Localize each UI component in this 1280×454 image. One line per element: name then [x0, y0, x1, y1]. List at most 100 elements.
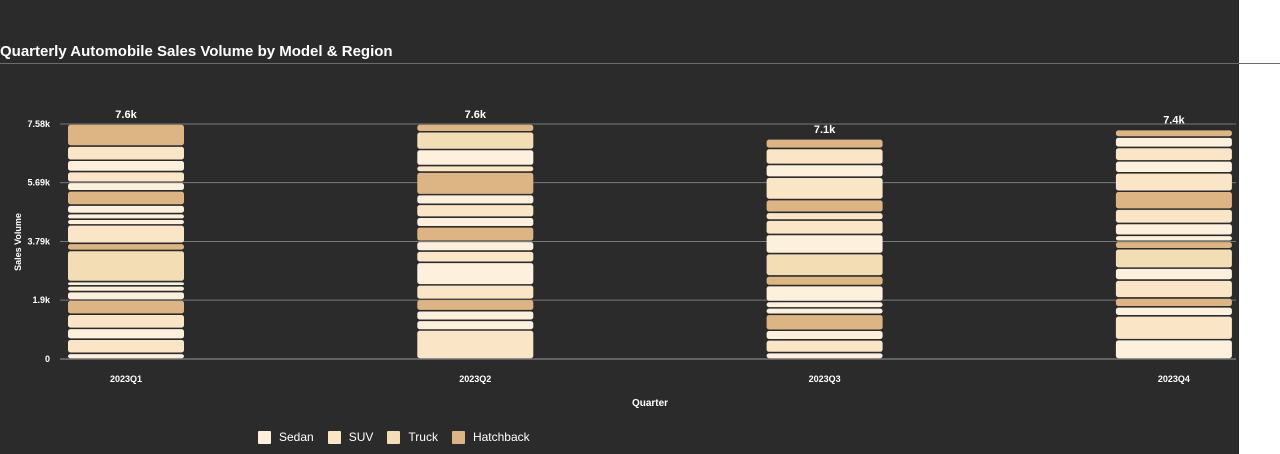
bar-segment-hatchback	[68, 300, 184, 314]
x-tick-label: 2023Q1	[110, 374, 142, 384]
bar-segment-sedan	[1115, 340, 1232, 359]
bar-2023Q1	[68, 124, 184, 359]
bar-segment-sedan	[1115, 161, 1232, 172]
bar-segment-hatchback	[68, 244, 184, 250]
bar-segment-truck	[68, 251, 184, 281]
legend-item-suv[interactable]: SUV	[327, 430, 373, 444]
bar-segment-hatchback	[766, 276, 883, 285]
bar-segment-suv	[68, 225, 184, 243]
bar-segment-suv	[766, 340, 883, 352]
bar-segment-sedan	[417, 242, 534, 251]
bar-segment-sedan	[1115, 236, 1232, 241]
bar-segment-truck	[1115, 249, 1232, 268]
bar-segment-hatchback	[417, 300, 534, 310]
legend-swatch	[327, 430, 341, 444]
bar-2023Q2	[417, 124, 534, 359]
bar-segment-sedan	[68, 286, 184, 291]
bar-segment-sedan	[68, 282, 184, 286]
bar-segment-sedan	[766, 286, 883, 301]
bar-segment-suv	[68, 146, 184, 160]
legend-item-hatchback[interactable]: Hatchback	[451, 430, 530, 444]
bar-segment-sedan	[68, 183, 184, 191]
bar-segment-suv	[766, 178, 883, 199]
bar-segment-suv	[1115, 173, 1232, 191]
bar-segment-sedan	[68, 214, 184, 219]
bar-segment-sedan	[68, 161, 184, 171]
chart-panel: Quarterly Automobile Sales Volume by Mod…	[0, 0, 1239, 454]
bar-segment-suv	[417, 251, 534, 262]
bar-segment-hatchback	[1115, 242, 1232, 248]
bar-segment-suv	[417, 205, 534, 217]
bar-segment-hatchback	[417, 124, 534, 131]
bar-segment-sedan	[417, 195, 534, 204]
bar-segment-hatchback	[417, 172, 534, 194]
legend-label: Truck	[408, 430, 438, 444]
bar-total-label: 7.6k	[465, 109, 487, 121]
bar-segment-sedan	[417, 321, 534, 330]
bar-segment-sedan	[766, 235, 883, 253]
bar-segment-suv	[68, 172, 184, 182]
bar-segment-sedan	[68, 220, 184, 225]
bar-2023Q3	[766, 139, 883, 359]
bar-total-label: 7.1k	[814, 124, 836, 136]
legend-label: Sedan	[279, 430, 314, 444]
legend: Sedan SUV Truck Hatchback	[258, 430, 544, 444]
bar-segment-suv	[1115, 209, 1232, 223]
y-tick-label: 7.58k	[27, 119, 51, 129]
bar-segment-suv	[68, 315, 184, 328]
bars: 7.6k 7.6k 7.1k 7.4k	[68, 109, 1232, 359]
bar-segment-sedan	[1115, 224, 1232, 235]
bar-segment-sedan	[68, 205, 184, 213]
bar-segment-suv	[417, 330, 534, 359]
y-tick-label: 0	[45, 354, 50, 364]
bar-segment-sedan	[766, 165, 883, 177]
bar-segment-suv	[417, 166, 534, 172]
y-axis-ticks: 0 1.9k 3.79k 5.69k 7.58k	[27, 119, 51, 364]
chart-title: Quarterly Automobile Sales Volume by Mod…	[0, 43, 393, 60]
bar-segment-truck	[766, 254, 883, 276]
bar-segment-hatchback	[766, 139, 883, 148]
bar-segment-hatchback	[766, 315, 883, 330]
bar-segment-hatchback	[417, 227, 534, 241]
stacked-bar-chart: 0 1.9k 3.79k 5.69k 7.58k 7.6k 7.6k 7.1k 7.4k 20…	[13, 109, 1236, 409]
x-axis-label: Quarter	[632, 398, 668, 409]
bar-segment-suv	[1115, 148, 1232, 161]
bar-segment-sedan	[766, 308, 883, 314]
y-axis-label: Sales Volume	[13, 213, 23, 271]
legend-item-truck[interactable]: Truck	[387, 430, 438, 444]
x-tick-label: 2023Q3	[809, 374, 841, 384]
bar-total-label: 7.6k	[115, 109, 137, 121]
bar-segment-hatchback	[1115, 130, 1232, 137]
y-tick-label: 5.69k	[27, 178, 51, 188]
legend-label: Hatchback	[472, 430, 530, 444]
legend-swatch	[258, 430, 271, 444]
bar-segment-sedan	[417, 311, 534, 320]
bar-segment-suv	[766, 220, 883, 234]
grid-lines	[60, 123, 1236, 360]
bar-segment-sedan	[1115, 137, 1232, 147]
y-tick-label: 3.79k	[27, 237, 51, 247]
bar-segment-hatchback	[766, 200, 883, 212]
bar-segment-hatchback	[1115, 192, 1232, 209]
x-tick-label: 2023Q2	[459, 374, 491, 384]
bar-segment-sedan	[68, 354, 184, 359]
bar-segment-suv	[417, 285, 534, 299]
bar-segment-sedan	[417, 263, 534, 285]
y-tick-label: 1.9k	[32, 295, 51, 305]
legend-swatch	[387, 430, 401, 444]
bar-segment-sedan	[68, 329, 184, 339]
bar-segment-truck	[417, 132, 534, 149]
title-divider	[0, 63, 1280, 64]
bar-segment-sedan	[417, 150, 534, 165]
legend-swatch	[451, 430, 465, 444]
bar-segment-hatchback	[68, 124, 184, 146]
bar-segment-suv	[1115, 316, 1232, 339]
bar-segment-sedan	[417, 217, 534, 227]
legend-item-sedan[interactable]: Sedan	[258, 430, 314, 444]
bar-segment-hatchback	[68, 191, 184, 205]
bar-segment-hatchback	[1115, 298, 1232, 307]
bar-segment-suv	[766, 149, 883, 164]
bar-segment-sedan	[766, 302, 883, 308]
bar-total-label: 7.4k	[1163, 115, 1185, 127]
bar-segment-sedan	[1115, 307, 1232, 315]
